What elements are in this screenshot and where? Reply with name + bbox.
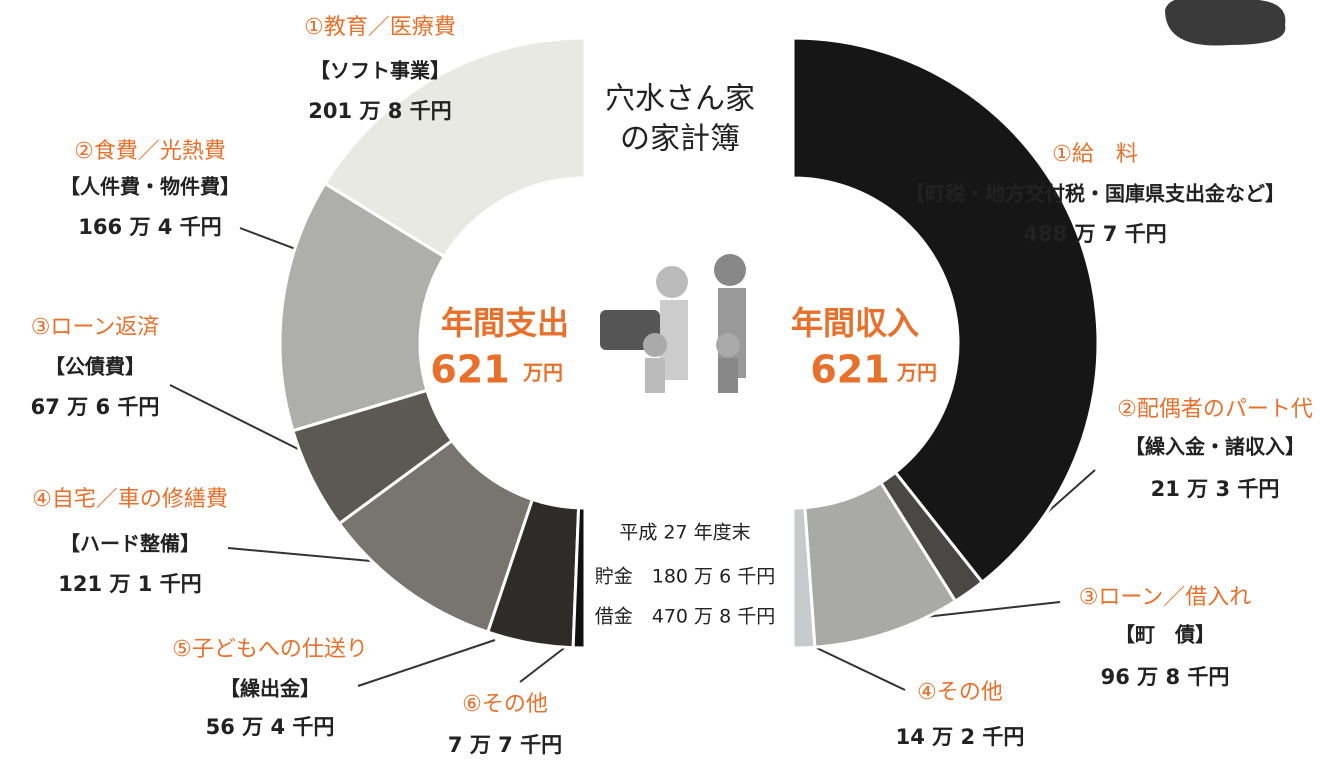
category-label: ①給 料 xyxy=(1052,142,1138,167)
note-row: 貯金 180 万 6 千円 xyxy=(595,566,775,588)
category-label: ②食費／光熱費 xyxy=(74,139,226,164)
category-label: ③ローン／借入れ xyxy=(1079,585,1252,610)
value-label: 96 万 8 千円 xyxy=(1101,665,1230,689)
total-unit: 万円 xyxy=(896,361,937,385)
corner-blob xyxy=(1165,0,1285,46)
category-label: ①教育／医療費 xyxy=(304,15,456,40)
value-label: 488 万 7 千円 xyxy=(1023,222,1166,246)
category-label: ⑥その他 xyxy=(462,692,548,717)
value-label: 14 万 2 千円 xyxy=(896,725,1025,749)
subcategory-label: 【ハード整備】 xyxy=(60,532,200,556)
subcategory-label: 【町 債】 xyxy=(1115,623,1215,647)
center-label: 年間収入 xyxy=(791,304,919,342)
category-label: ②配偶者のパート代 xyxy=(1117,397,1313,422)
value-label: 21 万 3 千円 xyxy=(1151,477,1280,501)
total: 621 xyxy=(810,348,889,392)
subcategory-label: 【町税・地方交付税・国庫県支出金など】 xyxy=(905,182,1285,206)
total: 621 xyxy=(430,348,509,392)
value-label: 166 万 4 千円 xyxy=(78,215,221,239)
value-label: 121 万 1 千円 xyxy=(58,572,201,596)
chart: 穴水さん家 の家計簿 平成 27 年度末 貯金 180 万 6 千円 借金 47… xyxy=(0,0,1338,762)
subcategory-label: 【人件費・物件費】 xyxy=(60,175,240,199)
note-title: 平成 27 年度末 xyxy=(619,522,750,544)
value-label: 67 万 6 千円 xyxy=(31,395,160,419)
title: の家計簿 xyxy=(620,122,740,157)
category-label: ④その他 xyxy=(917,680,1003,705)
value-label: 7 万 7 千円 xyxy=(448,733,562,757)
subcategory-label: 【ソフト事業】 xyxy=(310,59,450,83)
center-label: 年間支出 xyxy=(441,304,569,342)
value-label: 201 万 8 千円 xyxy=(308,99,451,123)
subcategory-label: 【繰入金・諸収入】 xyxy=(1125,435,1305,459)
family-illustration xyxy=(600,254,746,393)
total-unit: 万円 xyxy=(522,361,563,385)
subcategory-label: 【繰出金】 xyxy=(220,677,320,701)
title: 穴水さん家 xyxy=(605,82,755,117)
category-label: ⑤子どもへの仕送り xyxy=(172,637,368,662)
subcategory-label: 【公債費】 xyxy=(45,355,145,379)
value-label: 56 万 4 千円 xyxy=(206,715,335,739)
note-row: 借金 470 万 8 千円 xyxy=(595,606,775,628)
category-label: ④自宅／車の修繕費 xyxy=(32,487,228,512)
category-label: ③ローン返済 xyxy=(31,315,160,340)
